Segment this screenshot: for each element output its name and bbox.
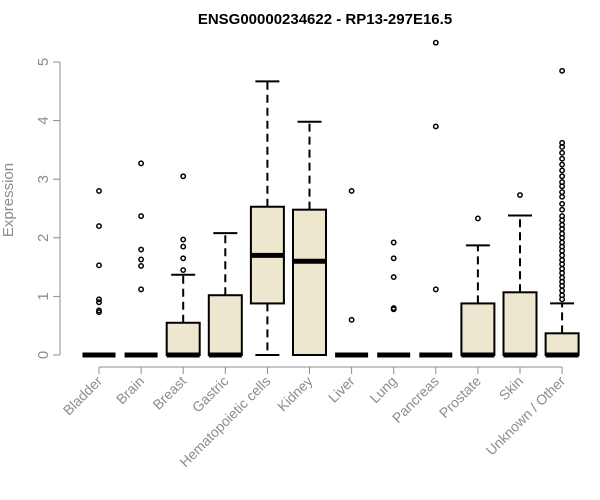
- outlier-point: [559, 200, 566, 207]
- box-gastric: [207, 232, 243, 358]
- box-unknown-other: [544, 67, 580, 358]
- outlier-point: [180, 173, 187, 180]
- outlier-point: [390, 305, 397, 312]
- outlier-point: [96, 187, 102, 194]
- outlier-point: [559, 67, 566, 74]
- x-tick-label: Bladder: [60, 373, 106, 419]
- outlier-point: [559, 265, 566, 272]
- box-prostate: [460, 215, 496, 358]
- outlier-point: [348, 316, 355, 323]
- outlier-point: [138, 256, 145, 263]
- outlier-point: [138, 213, 145, 220]
- outlier-point: [432, 123, 439, 130]
- outlier-point: [559, 149, 566, 156]
- outlier-point: [559, 287, 566, 294]
- outlier-point: [559, 292, 566, 299]
- outlier-point: [96, 296, 102, 303]
- outlier-point: [517, 192, 523, 198]
- box-body: [165, 321, 201, 356]
- x-tick-label: Kidney: [274, 373, 316, 415]
- outlier-point: [96, 262, 102, 269]
- outlier-point: [559, 230, 566, 237]
- box-breast: [165, 173, 201, 358]
- y-axis: 0 1 2 3 4 5: [35, 58, 61, 359]
- y-tick-label: 4: [35, 116, 52, 124]
- outlier-point: [559, 139, 566, 146]
- y-tick-label: 0: [35, 351, 52, 359]
- outlier-point: [138, 262, 145, 269]
- y-tick-label: 3: [35, 175, 52, 183]
- box-lung: [377, 239, 411, 358]
- outlier-point: [559, 167, 566, 174]
- outlier-point: [138, 246, 145, 253]
- x-tick-label: Brain: [113, 373, 147, 407]
- y-tick-label: 2: [35, 234, 52, 242]
- outlier-point: [559, 161, 566, 168]
- box-kidney: [292, 120, 327, 356]
- box-liver: [335, 187, 369, 358]
- outlier-point: [559, 193, 566, 200]
- x-tick-label: Lung: [366, 373, 399, 406]
- outlier-point: [138, 286, 145, 293]
- x-tick-label: Liver: [325, 373, 358, 406]
- outlier-point: [559, 189, 566, 196]
- outlier-point: [474, 215, 481, 222]
- outlier-point: [138, 160, 145, 167]
- box-body: [292, 208, 327, 356]
- outlier-point: [559, 213, 566, 220]
- x-tick-label: Prostate: [436, 373, 484, 421]
- outlier-point: [180, 236, 187, 243]
- box-bladder: [82, 187, 116, 358]
- box-body: [207, 294, 243, 356]
- outlier-point: [559, 239, 566, 246]
- outlier-point: [96, 307, 102, 314]
- box-brain: [124, 160, 158, 358]
- x-tick-label: Skin: [496, 373, 527, 404]
- chart-title: ENSG00000234622 - RP13-297E16.5: [198, 11, 452, 28]
- y-axis-label: Expression: [0, 163, 17, 237]
- outlier-point: [348, 187, 355, 194]
- outlier-point: [432, 286, 439, 293]
- outlier-point: [390, 255, 397, 262]
- box-skin: [502, 192, 538, 358]
- box-hematopoietic-cells: [249, 80, 285, 356]
- outlier-point: [180, 255, 187, 262]
- outlier-point: [96, 223, 102, 230]
- plot-area: [82, 39, 580, 358]
- outlier-point: [390, 239, 397, 246]
- outlier-point: [559, 274, 566, 281]
- outlier-point: [180, 243, 187, 250]
- x-tick-label: Pancreas: [389, 373, 442, 426]
- outlier-point: [96, 299, 102, 306]
- outlier-point: [180, 267, 187, 273]
- outlier-point: [559, 257, 566, 264]
- x-tick-label: Unknown / Other: [483, 373, 569, 459]
- outlier-point: [432, 39, 439, 46]
- x-tick-label: Breast: [149, 373, 189, 413]
- outlier-point: [559, 179, 566, 186]
- outlier-point: [559, 173, 566, 180]
- outlier-point: [559, 206, 566, 213]
- box-body: [502, 291, 538, 357]
- box-body: [460, 302, 496, 357]
- box-pancreas: [419, 39, 453, 358]
- outlier-point: [559, 155, 566, 162]
- outlier-point: [559, 252, 566, 259]
- outlier-point: [559, 221, 566, 228]
- y-tick-label: 5: [35, 58, 52, 66]
- box-body: [544, 332, 580, 356]
- outlier-point: [390, 274, 397, 281]
- y-tick-label: 1: [35, 292, 52, 300]
